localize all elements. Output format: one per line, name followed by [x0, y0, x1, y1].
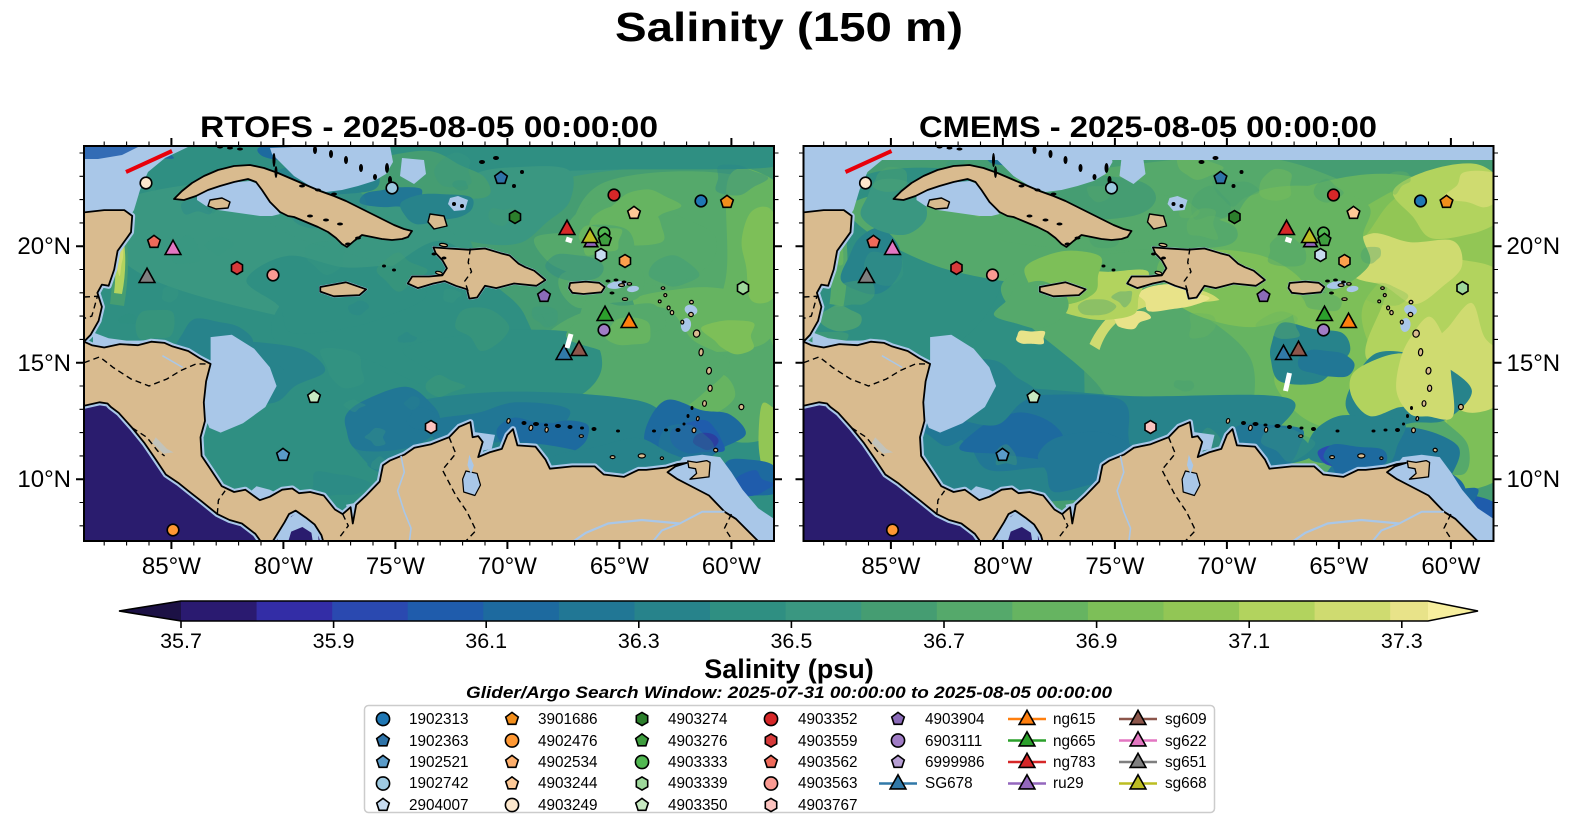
svg-text:sg651: sg651	[1165, 754, 1207, 771]
svg-text:60°W: 60°W	[702, 553, 761, 580]
svg-text:RTOFS - 2025-08-05 00:00:00: RTOFS - 2025-08-05 00:00:00	[200, 111, 658, 144]
svg-text:15°N: 15°N	[17, 350, 71, 377]
svg-text:36.5: 36.5	[770, 629, 812, 653]
svg-text:10°N: 10°N	[1507, 466, 1561, 493]
svg-text:4903563: 4903563	[798, 775, 858, 792]
svg-text:4903244: 4903244	[538, 775, 598, 792]
svg-text:10°N: 10°N	[17, 466, 71, 493]
svg-text:6999986: 6999986	[925, 754, 985, 771]
svg-text:4903350: 4903350	[668, 797, 728, 814]
svg-text:20°N: 20°N	[1507, 233, 1561, 260]
svg-text:4903276: 4903276	[668, 733, 728, 750]
svg-text:35.9: 35.9	[313, 629, 355, 653]
svg-text:37.1: 37.1	[1228, 629, 1270, 653]
svg-text:75°W: 75°W	[1085, 553, 1144, 580]
svg-text:Glider/Argo Search Window: 202: Glider/Argo Search Window: 2025-07-31 00…	[466, 684, 1113, 702]
svg-text:65°W: 65°W	[1309, 553, 1368, 580]
svg-text:35.7: 35.7	[160, 629, 202, 653]
svg-text:sg609: sg609	[1165, 711, 1207, 728]
svg-text:ng665: ng665	[1053, 733, 1096, 750]
svg-text:36.1: 36.1	[465, 629, 507, 653]
svg-text:2904007: 2904007	[409, 797, 469, 814]
svg-text:Salinity (150 m): Salinity (150 m)	[615, 4, 963, 50]
svg-text:4903274: 4903274	[668, 711, 728, 728]
svg-text:20°N: 20°N	[17, 233, 71, 260]
svg-text:1902742: 1902742	[409, 775, 469, 792]
svg-text:37.3: 37.3	[1381, 629, 1423, 653]
svg-text:Salinity (psu): Salinity (psu)	[704, 654, 874, 684]
svg-text:80°W: 80°W	[254, 553, 313, 580]
svg-text:4903767: 4903767	[798, 797, 858, 814]
svg-text:65°W: 65°W	[590, 553, 649, 580]
svg-text:ng783: ng783	[1053, 754, 1096, 771]
svg-text:4902534: 4902534	[538, 754, 598, 771]
svg-text:4903333: 4903333	[668, 754, 728, 771]
svg-text:SG678: SG678	[925, 775, 973, 792]
svg-text:sg668: sg668	[1165, 775, 1207, 792]
svg-text:85°W: 85°W	[142, 553, 201, 580]
svg-text:36.7: 36.7	[923, 629, 965, 653]
svg-text:ru29: ru29	[1053, 775, 1084, 792]
svg-text:4903339: 4903339	[668, 775, 728, 792]
svg-text:36.3: 36.3	[618, 629, 660, 653]
svg-text:4903904: 4903904	[925, 711, 985, 728]
svg-text:3901686: 3901686	[538, 711, 598, 728]
svg-text:4903352: 4903352	[798, 711, 858, 728]
svg-text:6903111: 6903111	[925, 733, 982, 750]
svg-text:4903249: 4903249	[538, 797, 598, 814]
svg-text:sg622: sg622	[1165, 733, 1207, 750]
svg-text:1902363: 1902363	[409, 733, 469, 750]
svg-text:80°W: 80°W	[973, 553, 1032, 580]
svg-text:75°W: 75°W	[366, 553, 425, 580]
svg-text:4902476: 4902476	[538, 733, 598, 750]
svg-text:85°W: 85°W	[861, 553, 920, 580]
svg-text:ng615: ng615	[1053, 711, 1096, 728]
svg-text:1902521: 1902521	[409, 754, 469, 771]
svg-text:4903562: 4903562	[798, 754, 858, 771]
svg-text:4903559: 4903559	[798, 733, 858, 750]
svg-text:15°N: 15°N	[1507, 350, 1561, 377]
svg-text:70°W: 70°W	[1197, 553, 1256, 580]
svg-text:CMEMS - 2025-08-05 00:00:00: CMEMS - 2025-08-05 00:00:00	[919, 111, 1377, 144]
svg-text:36.9: 36.9	[1076, 629, 1118, 653]
svg-text:1902313: 1902313	[409, 711, 469, 728]
svg-text:60°W: 60°W	[1421, 553, 1480, 580]
svg-text:70°W: 70°W	[478, 553, 537, 580]
